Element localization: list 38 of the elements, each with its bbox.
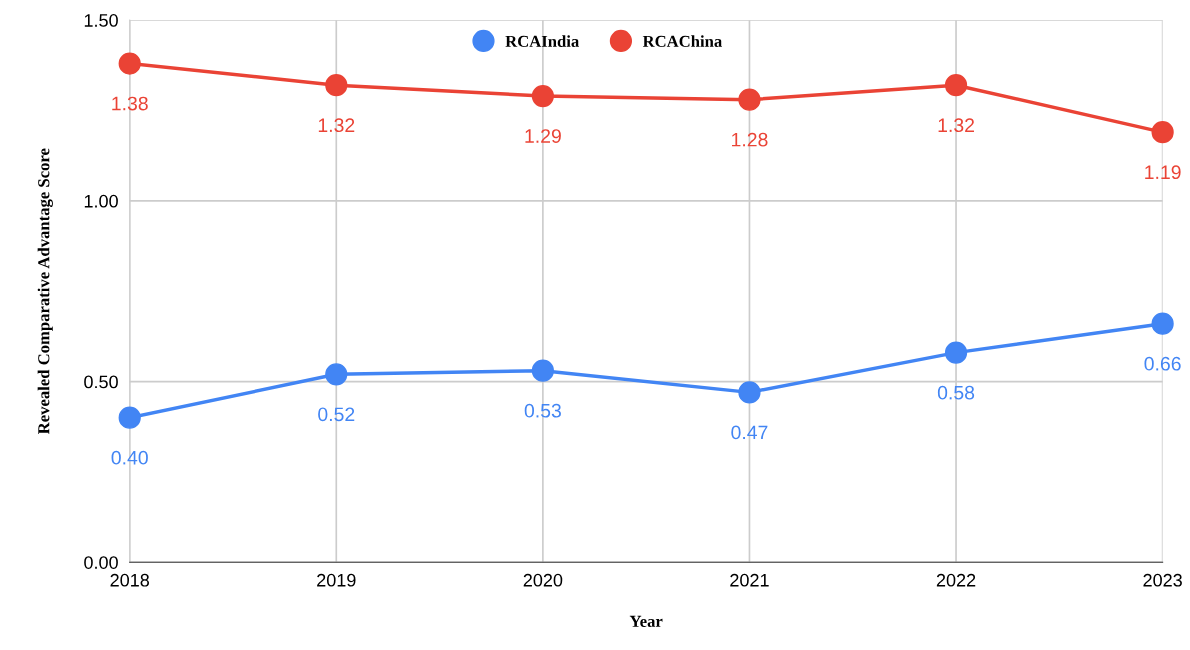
point	[944, 341, 968, 364]
x-axis-title: Year	[629, 615, 663, 627]
point	[118, 52, 141, 75]
legend-label: RCAIndia	[505, 35, 579, 47]
x-tick-label: 2023	[1143, 573, 1182, 587]
x-tick-label: 2019	[317, 573, 356, 587]
point	[531, 359, 554, 382]
data-label: 1.29	[525, 129, 561, 143]
y-tick-label: 1.50	[84, 14, 118, 27]
data-label: 0.47	[731, 425, 768, 440]
data-label: 1.38	[112, 96, 148, 111]
data-label: 1.19	[1145, 165, 1181, 180]
point	[531, 84, 554, 108]
point	[738, 381, 761, 404]
x-tick-label: 2022	[936, 573, 976, 587]
point	[325, 363, 348, 386]
data-label: 1.32	[938, 118, 974, 133]
y-tick-label: 0.50	[84, 375, 118, 389]
point	[325, 74, 348, 97]
point	[944, 74, 968, 97]
legend-label: RCAChina	[642, 35, 722, 47]
x-tick-label: 2020	[523, 573, 563, 587]
y-tick-label: 0.00	[84, 556, 118, 569]
y-axis-title: Revealed Comparative Advantage Score	[37, 148, 53, 435]
data-label: 1.32	[318, 118, 355, 133]
point	[118, 406, 141, 429]
data-label: 0.66	[1144, 356, 1181, 371]
x-tick-label: 2018	[110, 573, 150, 587]
data-label: 0.52	[318, 407, 355, 422]
x-tick-label: 2021	[730, 573, 769, 587]
point	[1151, 121, 1174, 144]
data-label: 0.58	[937, 385, 975, 400]
data-label: 1.28	[732, 132, 768, 147]
data-label: 0.53	[524, 403, 561, 418]
y-tick-label: 1.00	[84, 194, 118, 208]
point	[738, 88, 761, 111]
data-label: 0.40	[111, 450, 148, 465]
point	[1151, 312, 1174, 335]
